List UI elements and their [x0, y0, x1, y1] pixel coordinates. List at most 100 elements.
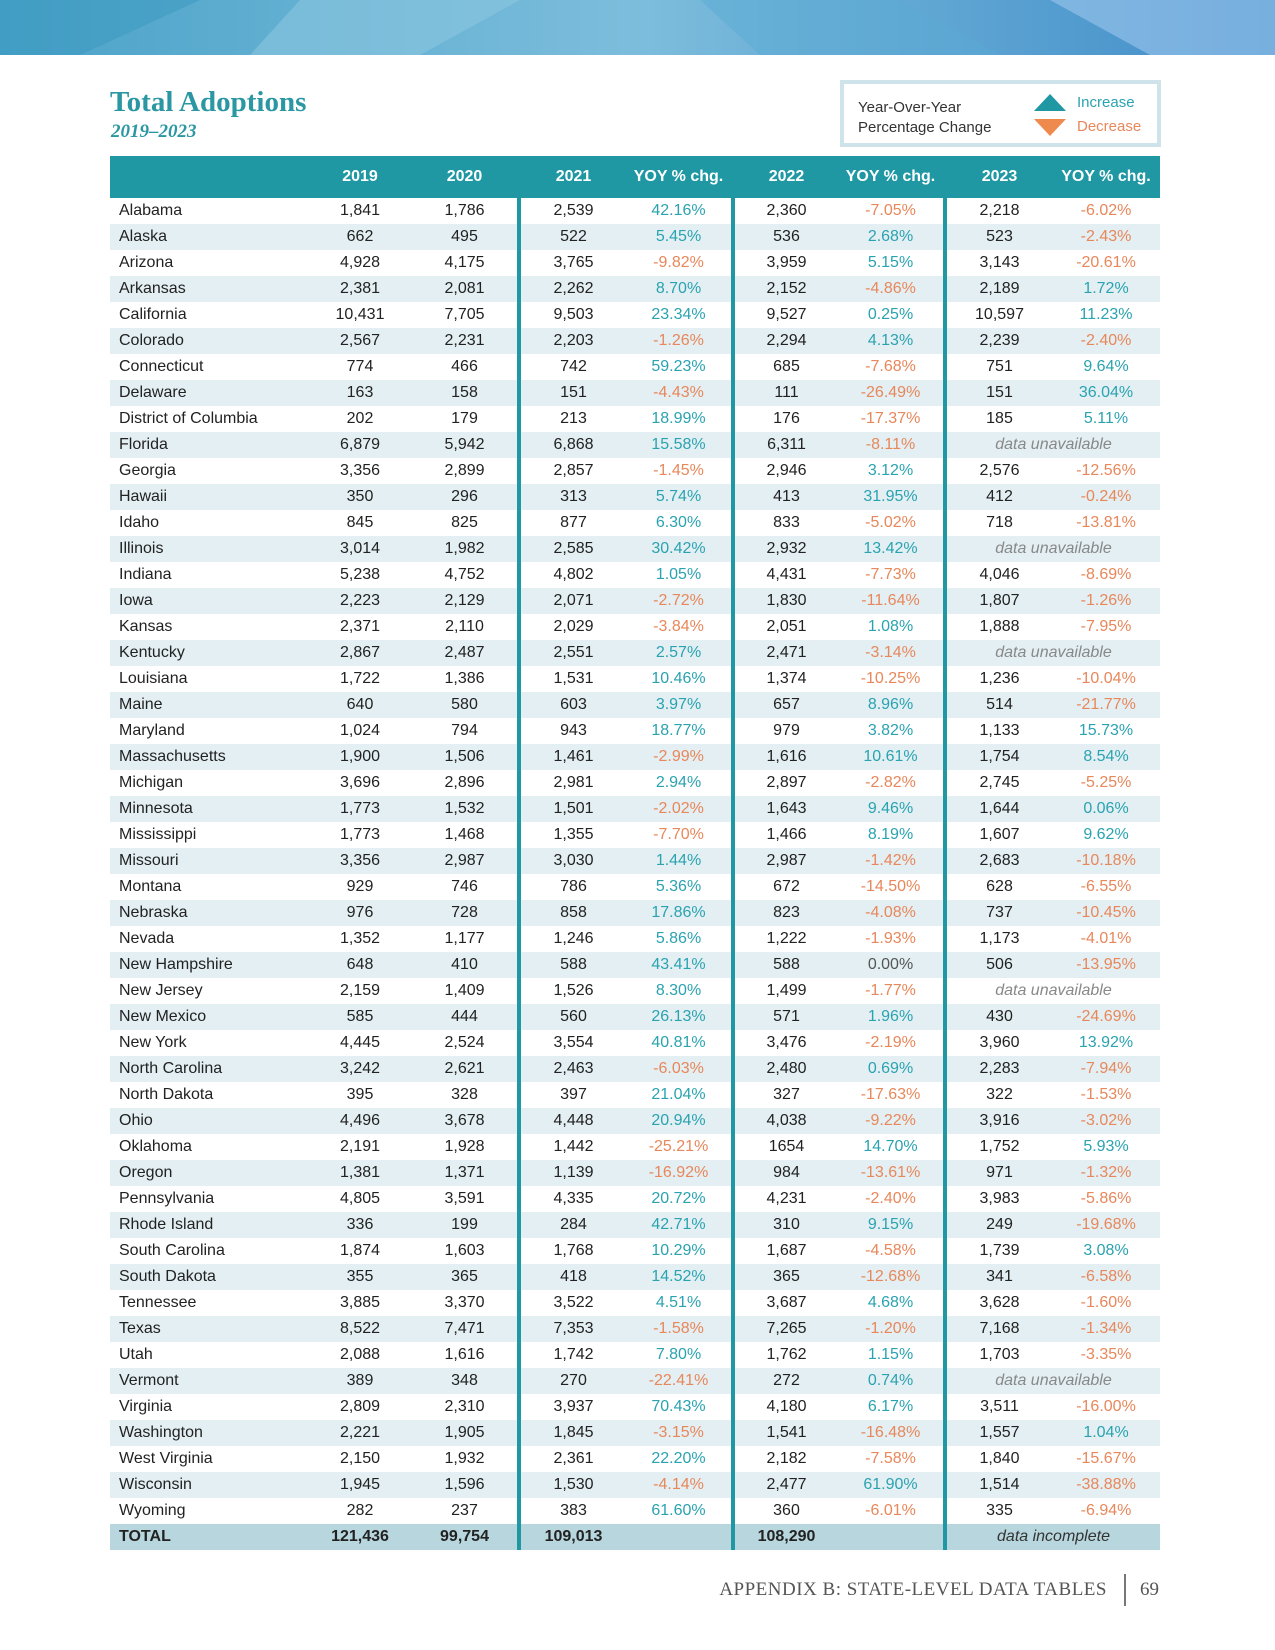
table-cell: 336 — [308, 1212, 412, 1238]
table-cell: 61.60% — [651, 1502, 706, 1519]
state-name: Washington — [110, 1420, 308, 1446]
table-cell: -1.45% — [653, 462, 704, 479]
table-cell: 1,982 — [412, 536, 519, 562]
table-cell: 718 — [943, 510, 1052, 536]
table-row: Maine 640 580 603 3.97% 657 8.96% 514 -21.77% — [110, 692, 1160, 718]
table-cell: 158 — [412, 380, 519, 406]
table-cell: 7,265 — [731, 1316, 838, 1342]
table-cell: 3,696 — [339, 774, 381, 791]
legend-increase: Increase — [1077, 94, 1135, 111]
table-cell: 4,445 — [339, 1034, 381, 1051]
table-cell: 335 — [943, 1498, 1052, 1524]
table-cell: 10.29% — [651, 1242, 706, 1259]
state-name: New Mexico — [110, 1004, 308, 1030]
table-cell: 1.72% — [1052, 276, 1160, 302]
table-cell: 348 — [412, 1368, 519, 1394]
table-row: Oklahoma 2,191 1,928 1,442 -25.21% 1654 14.70%… — [110, 1134, 1160, 1160]
table-cell: 430 — [943, 1004, 1052, 1030]
table-cell: 3,476 — [731, 1030, 838, 1056]
table-cell: 3,678 — [412, 1108, 519, 1134]
table-cell: 2,809 — [339, 1398, 381, 1415]
table-cell: 1,703 — [943, 1342, 1052, 1368]
table-cell: -7.73% — [865, 566, 916, 583]
table-cell: -26.49% — [838, 380, 945, 406]
table-cell: 10,597 — [943, 302, 1052, 328]
table-cell: 213 — [517, 406, 626, 432]
table-cell: -6.01% — [865, 1502, 916, 1519]
table-row: Louisiana 1,722 1,386 1,531 10.46% 1,374 -10.2… — [110, 666, 1160, 692]
table-cell: 327 — [731, 1082, 838, 1108]
total-cell: 108,290 — [731, 1524, 838, 1550]
table-cell: 1,616 — [444, 1346, 485, 1363]
state-name: Missouri — [110, 848, 308, 874]
table-cell: 2,159 — [339, 982, 381, 999]
table-cell: data unavailable — [943, 432, 1160, 458]
table-cell: 3,554 — [517, 1030, 626, 1056]
table-cell: -38.88% — [1052, 1472, 1160, 1498]
table-cell: 1,468 — [444, 826, 485, 843]
table-cell: 2,487 — [412, 640, 519, 666]
table-cell: 1,739 — [943, 1238, 1052, 1264]
state-name: Oklahoma — [119, 1138, 192, 1155]
table-cell: 1,461 — [517, 744, 626, 770]
legend-icons — [1034, 94, 1066, 136]
table-cell: 685 — [731, 354, 838, 380]
table-row: Missouri 3,356 2,987 3,030 1.44% 2,987 -1.42% 2… — [110, 848, 1160, 874]
table-cell: 4,335 — [517, 1186, 626, 1212]
table-cell: 1,531 — [517, 666, 626, 692]
table-cell: 2,360 — [731, 198, 838, 224]
table-cell: 8.54% — [1052, 744, 1160, 770]
state-name: South Carolina — [119, 1242, 225, 1259]
table-row: New Jersey 2,159 1,409 1,526 8.30% 1,499 -1.77… — [110, 978, 1160, 1004]
table-cell: -12.68% — [838, 1264, 945, 1290]
table-cell: 3,916 — [943, 1108, 1052, 1134]
table-cell: 70.43% — [651, 1398, 706, 1415]
state-name: Wyoming — [119, 1502, 186, 1519]
table-cell: 1,945 — [308, 1472, 412, 1498]
table-cell: 2,182 — [731, 1446, 838, 1472]
table-cell: 5.36% — [655, 878, 702, 895]
table-row: Tennessee 3,885 3,370 3,522 4.51% 3,687 4.68% 3… — [110, 1290, 1160, 1316]
table-cell: 2.94% — [655, 774, 702, 791]
table-cell: 3,511 — [943, 1394, 1052, 1420]
table-cell: -1.20% — [838, 1316, 945, 1342]
table-cell: -24.69% — [1052, 1004, 1160, 1030]
table-cell: 1,722 — [339, 670, 381, 687]
table-cell: 1.96% — [838, 1004, 945, 1030]
table-cell: 6.17% — [867, 1398, 914, 1415]
table-body: Alabama 1,841 1,786 2,539 42.16% 2,360 -7.05% 2… — [110, 198, 1160, 1550]
state-name: Arkansas — [110, 276, 308, 302]
table-cell: 2,981 — [517, 770, 626, 796]
table-cell: 672 — [731, 874, 838, 900]
table-cell: 40.81% — [651, 1034, 706, 1051]
table-row: Georgia 3,356 2,899 2,857 -1.45% 2,946 3.12% 2,… — [110, 458, 1160, 484]
table-cell: 3,628 — [943, 1290, 1052, 1316]
table-cell: 877 — [517, 510, 626, 536]
table-cell: 5.11% — [1083, 410, 1129, 427]
state-name: New Jersey — [119, 982, 203, 999]
table-cell: 1,596 — [412, 1472, 519, 1498]
table-cell: -2.82% — [865, 774, 916, 791]
table-cell: 1,442 — [517, 1134, 626, 1160]
table-cell: 1,374 — [731, 666, 838, 692]
table-cell: 151 — [517, 380, 626, 406]
table-cell: 61.90% — [838, 1472, 945, 1498]
table-cell: 199 — [412, 1212, 519, 1238]
table-cell: 282 — [346, 1502, 374, 1519]
state-name: Georgia — [119, 462, 176, 479]
table-cell: 1.04% — [1052, 1420, 1160, 1446]
footer-section: APPENDIX B: STATE-LEVEL DATA TABLES — [719, 1579, 1107, 1600]
table-cell: 8.96% — [838, 692, 945, 718]
column-header: 2022 — [731, 156, 838, 198]
table-cell: -1.58% — [626, 1316, 733, 1342]
legend-decrease: Decrease — [1077, 118, 1142, 135]
table-cell: 628 — [943, 874, 1052, 900]
table-cell: 249 — [943, 1212, 1052, 1238]
table-cell: -1.42% — [838, 848, 945, 874]
table-cell: 18.99% — [651, 410, 706, 427]
table-cell: -9.22% — [838, 1108, 945, 1134]
table-cell: 360 — [731, 1498, 838, 1524]
table-row: Vermont 389 348 270 -22.41% 272 0.74% data unav… — [110, 1368, 1160, 1394]
table-cell: 1,024 — [339, 722, 381, 739]
table-cell: -6.94% — [1080, 1502, 1132, 1519]
